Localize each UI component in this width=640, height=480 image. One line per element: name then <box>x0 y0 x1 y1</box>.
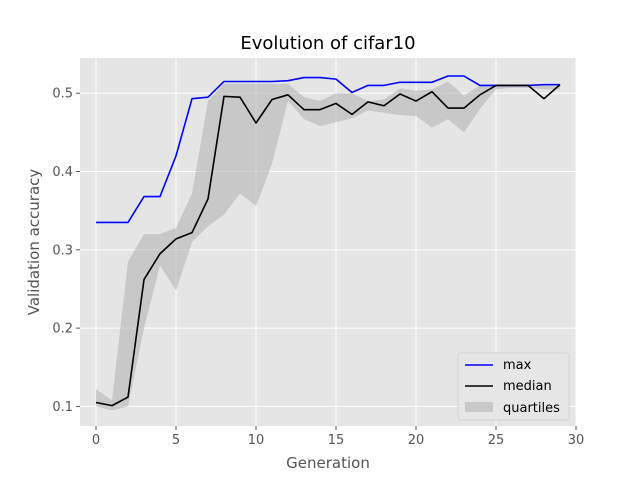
y-tick-label: 0.5 <box>52 87 73 102</box>
y-tick-label: 0.3 <box>52 243 73 258</box>
x-tick-label: 0 <box>92 433 100 448</box>
median-series-line <box>95 84 561 407</box>
x-tick-label: 25 <box>488 433 505 448</box>
x-tick-label: 15 <box>328 433 345 448</box>
y-tick-label: 0.1 <box>52 400 73 415</box>
quartiles-band-layer <box>96 81 560 411</box>
y-tick-label: 0.4 <box>52 165 73 180</box>
max-series-line <box>96 75 560 224</box>
lines-layer <box>95 75 561 407</box>
x-axis-label: Generation <box>286 454 370 472</box>
x-tick-label: 5 <box>172 433 180 448</box>
y-axis-label: Validation accuracy <box>25 169 43 316</box>
x-tick-label: 10 <box>248 433 265 448</box>
legend-median-label: median <box>503 379 552 394</box>
y-tick-label: 0.2 <box>52 322 73 337</box>
legend-quartiles-label: quartiles <box>503 401 560 416</box>
x-tick-label: 30 <box>568 433 585 448</box>
legend-quartiles-swatch <box>465 402 493 412</box>
legend: max median quartiles <box>457 352 570 421</box>
legend-max-label: max <box>503 358 532 373</box>
ticks: 0 5 10 15 20 25 30 0.1 0.2 0.3 0.4 0.5 <box>52 87 584 448</box>
quartiles-band <box>96 81 560 411</box>
chart-title: Evolution of cifar10 <box>240 33 415 54</box>
x-tick-label: 20 <box>408 433 425 448</box>
